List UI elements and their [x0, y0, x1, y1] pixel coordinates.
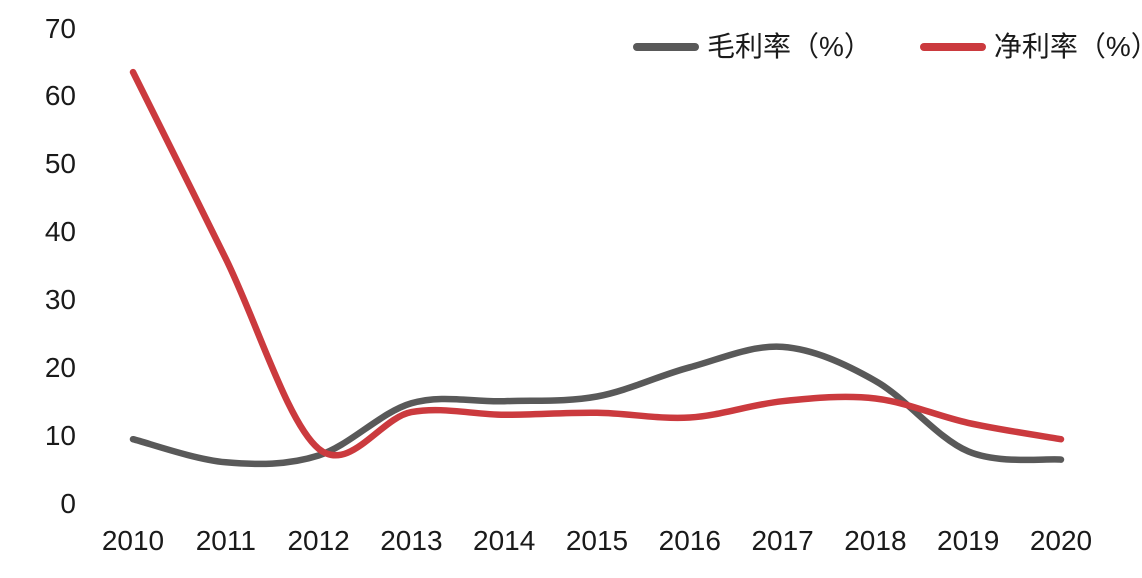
legend-item-gross-margin: 毛利率（%） [633, 30, 872, 64]
y-axis-tick-label: 10 [44, 419, 76, 451]
y-axis-tick-label: 20 [44, 351, 76, 383]
gross-margin-legend-label: 毛利率（%） [707, 31, 872, 62]
x-axis-tick-label: 2013 [380, 525, 443, 556]
y-axis-tick-label: 50 [44, 148, 76, 180]
y-axis-tick-label: 70 [44, 12, 76, 44]
y-axis-tick-label: 60 [44, 80, 76, 112]
x-axis-tick-label: 2020 [1029, 525, 1093, 556]
y-axis-tick-label: 40 [44, 216, 76, 248]
x-axis-tick-label: 2010 [101, 525, 165, 556]
legend: 毛利率（%） 净利率（%） [633, 30, 1142, 64]
x-axis-tick-label: 2019 [937, 525, 1000, 556]
x-axis-tick-label: 2015 [565, 525, 629, 556]
x-axis-tick-label: 2012 [287, 525, 350, 556]
legend-item-net-margin: 净利率（%） [919, 30, 1142, 64]
y-axis-tick-label: 0 [60, 487, 76, 519]
x-axis-tick-label: 2011 [195, 525, 256, 556]
net-margin-legend-label: 净利率（%） [993, 31, 1142, 62]
net-margin-line [129, 68, 1065, 459]
x-axis-tick-label: 2017 [751, 525, 814, 556]
x-axis-tick-label: 2014 [473, 525, 536, 556]
x-axis-tick-label: 2018 [844, 525, 907, 556]
x-axis-tick-label: 2016 [658, 525, 721, 556]
y-axis-tick-label: 30 [44, 283, 76, 315]
gross-margin-line-swatch [633, 43, 699, 51]
net-margin-line-swatch [919, 43, 986, 51]
